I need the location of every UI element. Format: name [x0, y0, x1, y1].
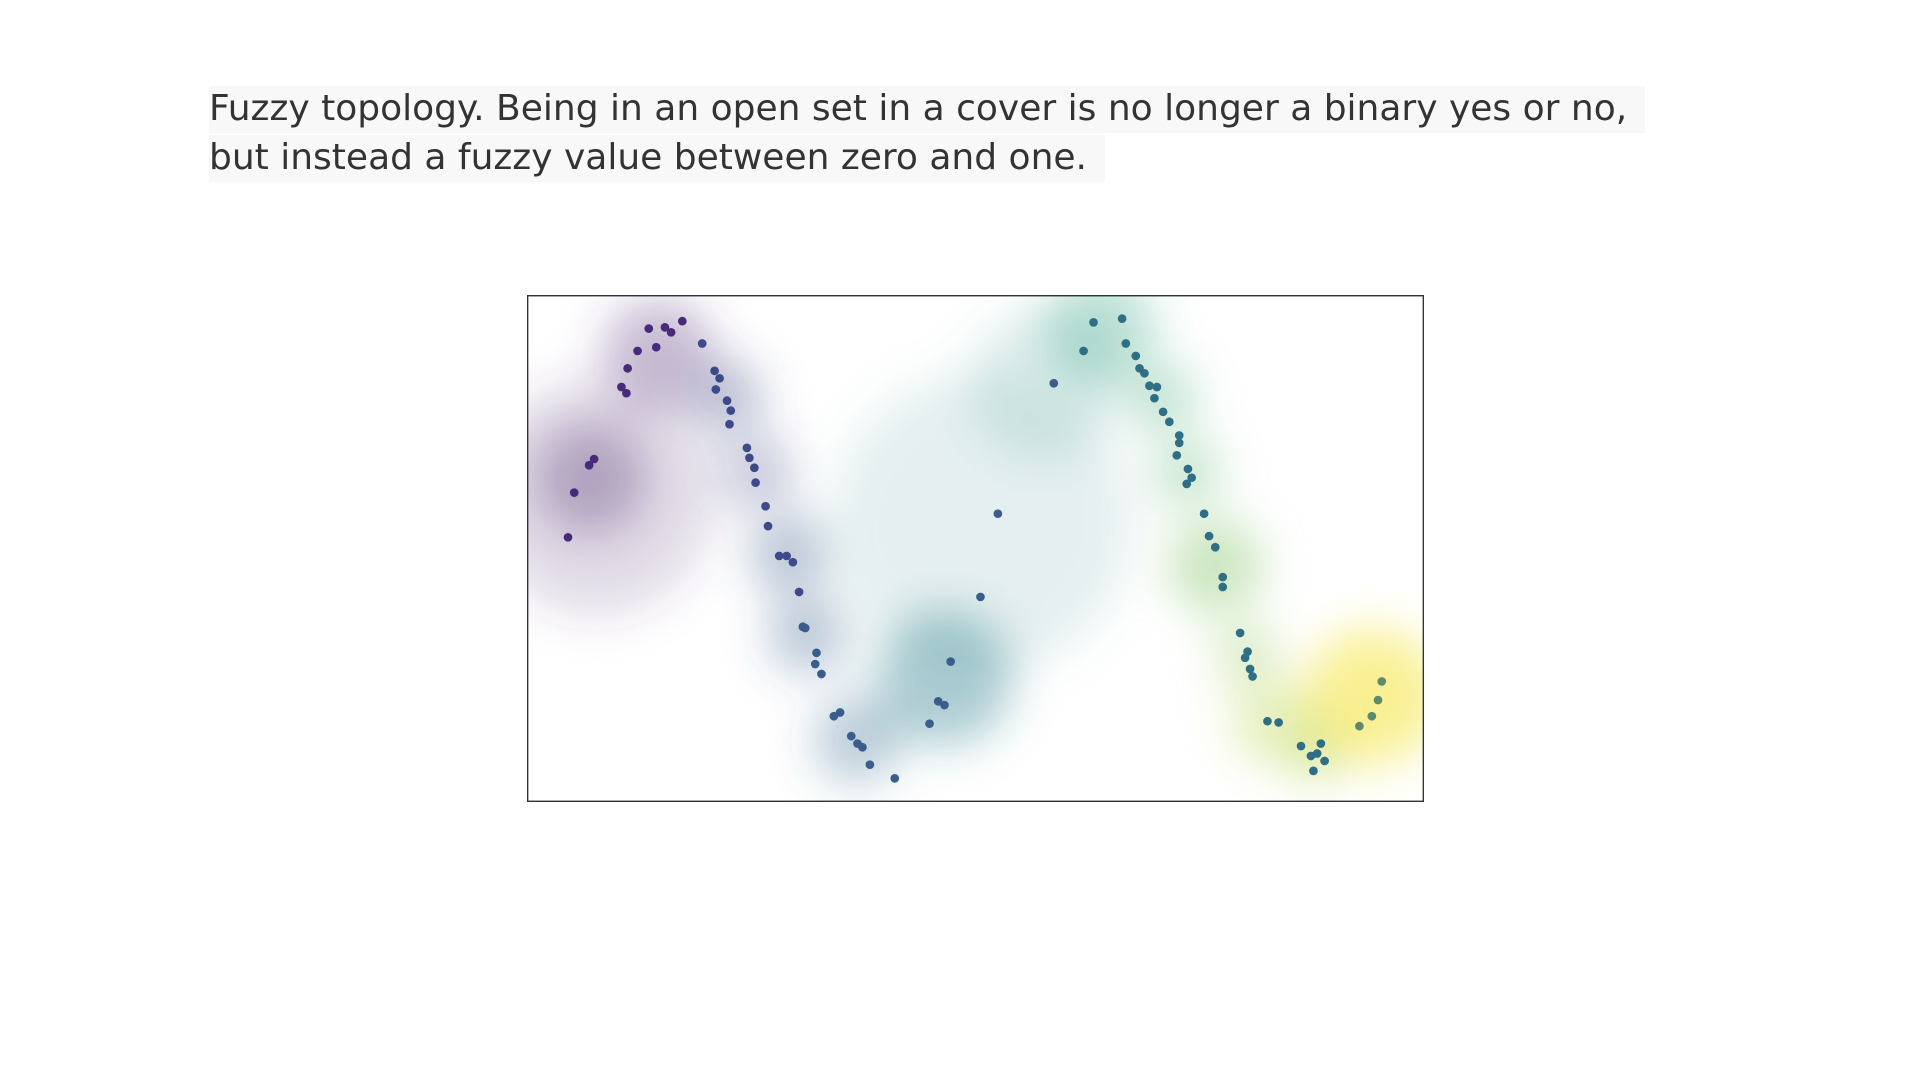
fuzzy-cover-figure [527, 295, 1424, 802]
figure-border [527, 295, 1424, 802]
points [563, 314, 1387, 783]
caption-block: Fuzzy topology. Being in an open set in … [209, 84, 1646, 182]
fuzzy-regions [527, 295, 1424, 784]
caption: Fuzzy topology. Being in an open set in … [209, 86, 1646, 182]
